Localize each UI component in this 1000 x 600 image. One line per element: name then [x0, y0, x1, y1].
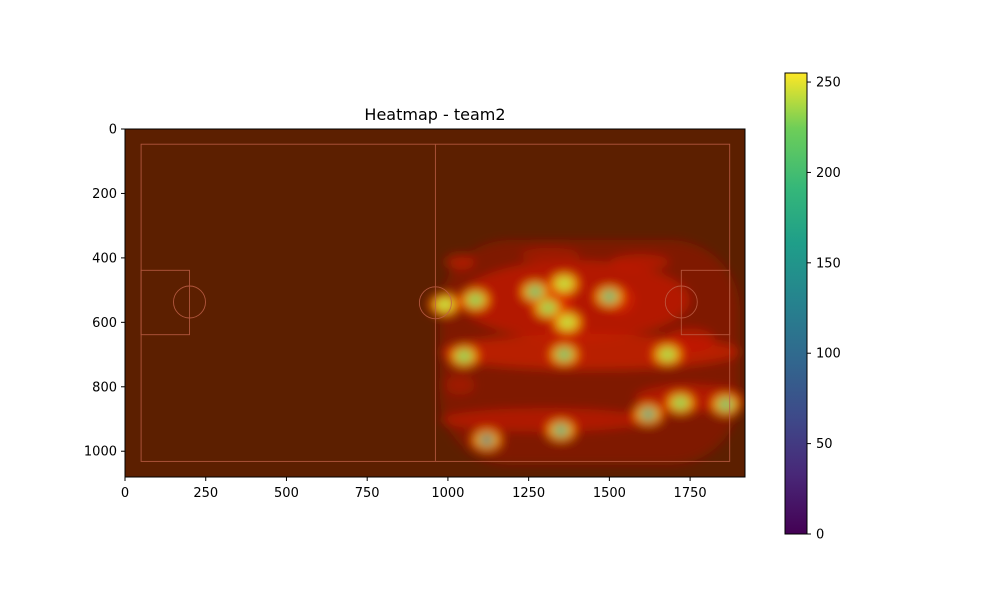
x-tick-label: 750	[355, 486, 380, 501]
heat-glow	[445, 375, 475, 395]
x-tick-label: 0	[121, 486, 129, 501]
x-tick-label: 500	[274, 486, 299, 501]
heat-hotspot	[469, 427, 504, 452]
colorbar	[784, 72, 808, 535]
colorbar-tick-label: 150	[816, 256, 841, 271]
right-penalty-box	[680, 269, 731, 336]
pitch-lines	[140, 143, 731, 462]
heat-hotspot	[592, 284, 627, 309]
y-tick-label: 1000	[84, 445, 117, 460]
y-tick-label: 600	[92, 316, 117, 331]
right-penalty-circle	[664, 285, 698, 319]
x-tick-label: 1500	[593, 486, 626, 501]
y-tick-label: 200	[92, 187, 117, 202]
colorbar-tick-label: 0	[816, 528, 824, 543]
heat-glow	[460, 260, 690, 340]
y-tick-label: 800	[92, 380, 117, 395]
heat-hotspot	[543, 418, 578, 443]
x-tick-label: 1750	[674, 486, 707, 501]
x-tick-label: 250	[193, 486, 218, 501]
heat-glow	[440, 408, 650, 432]
y-axis: 0 200 400 600 800 1000	[84, 123, 125, 460]
heat-hotspot	[650, 342, 685, 367]
heat-hotspot	[547, 271, 582, 296]
heat-hotspot	[427, 292, 462, 317]
heat-hotspot	[547, 342, 582, 367]
heat-glow	[610, 254, 670, 270]
x-axis: 0 250 500 750 1000 1250 1500 1750	[121, 477, 707, 501]
colorbar-axis: 0 50 100 150 200 250	[807, 76, 841, 543]
plot-frame	[124, 128, 746, 478]
heat-blur-group	[427, 240, 745, 465]
heat-hotspot	[663, 390, 698, 415]
chart-title: Heatmap - team2	[364, 105, 505, 124]
left-penalty-box	[140, 269, 190, 336]
x-tick-label: 1250	[512, 486, 545, 501]
heat-glow	[520, 247, 580, 263]
colorbar-tick-label: 100	[816, 347, 841, 362]
heat-hotspot	[708, 392, 743, 417]
colorbar-tick-label: 50	[816, 437, 833, 452]
colorbar-tick-label: 200	[816, 166, 841, 181]
heat-hotspot	[447, 344, 482, 369]
heat-glow	[445, 254, 475, 270]
y-tick-label: 400	[92, 251, 117, 266]
colorbar-tick-label: 250	[816, 76, 841, 91]
heatmap-layer	[427, 240, 745, 465]
heat-hotspot	[458, 287, 493, 312]
left-penalty-circle	[173, 285, 206, 319]
heat-hotspot	[631, 402, 666, 427]
y-tick-label: 0	[109, 123, 117, 138]
x-tick-label: 1000	[431, 486, 464, 501]
heat-hotspot	[550, 310, 585, 335]
center-circle	[418, 286, 452, 320]
